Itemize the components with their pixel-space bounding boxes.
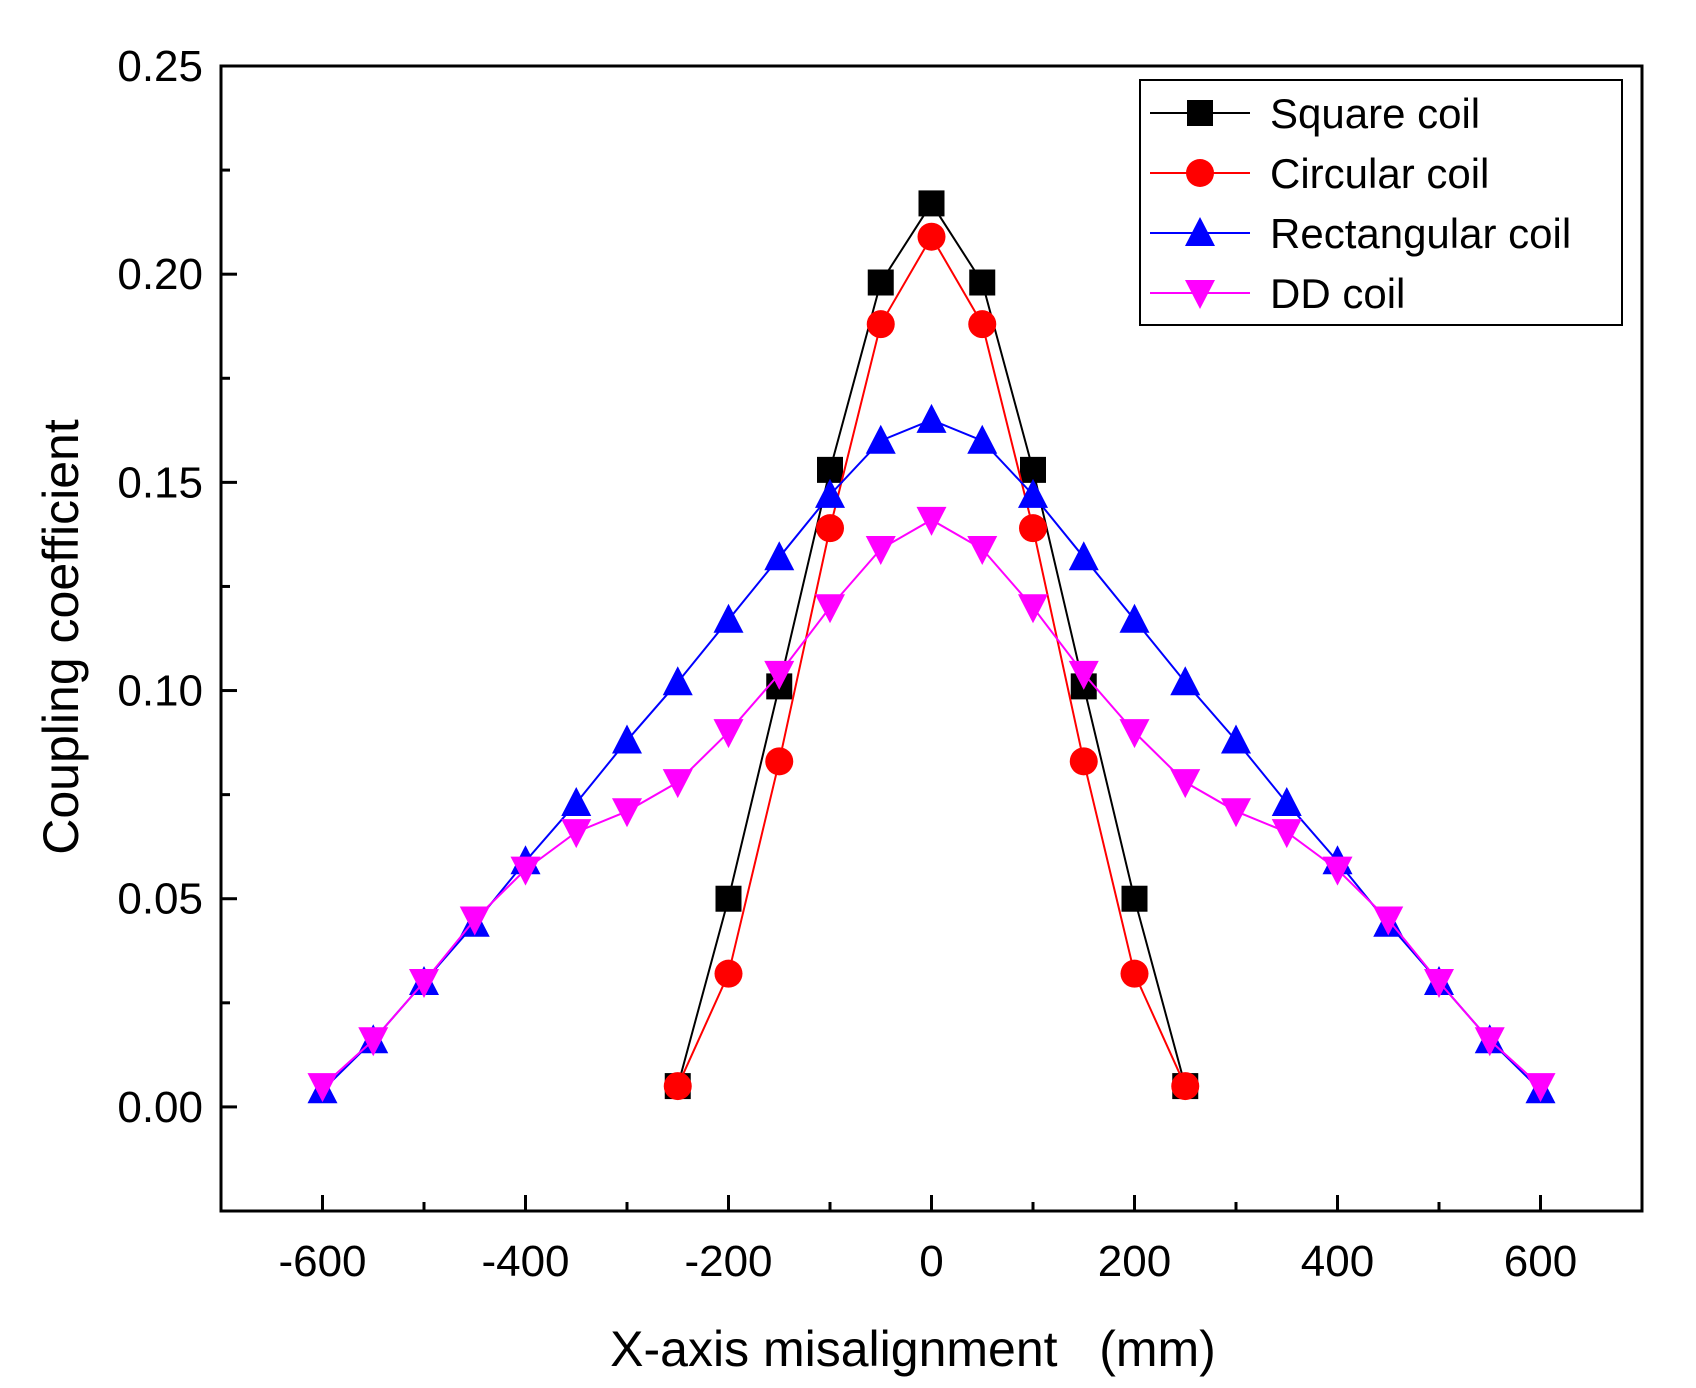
data-point-rectangular-coil [662,666,693,696]
data-point-rectangular-coil [764,541,795,571]
data-point-square-coil [1020,456,1046,483]
data-point-dd-coil [1474,1027,1505,1057]
data-point-circular-coil [917,222,946,251]
y-tick-label: 0.00 [117,1083,203,1132]
y-tick-label: 0.05 [117,875,203,924]
data-point-dd-coil [1170,769,1201,799]
data-point-dd-coil [1525,1073,1556,1103]
data-point-dd-coil [358,1027,389,1057]
data-point-circular-coil [765,747,794,776]
data-point-rectangular-coil [561,786,592,816]
data-point-rectangular-coil [865,424,896,454]
data-point-circular-coil [1120,959,1149,988]
series-dd-coil [307,506,1556,1103]
data-point-dd-coil [713,719,744,749]
series-line-square-coil [676,201,1187,1087]
data-point-dd-coil [1068,660,1099,690]
data-point-rectangular-coil [1119,603,1150,633]
series-line-dd-coil [321,518,1542,1087]
data-point-dd-coil [1424,969,1454,998]
data-point-dd-coil [916,506,947,536]
data-point-square-coil [715,885,742,912]
data-point-dd-coil [510,856,541,886]
y-tick-label: 0.20 [117,250,203,299]
data-point-circular-coil [663,1072,692,1101]
data-point-square-coil [867,269,894,296]
data-point-rectangular-coil [1170,666,1201,696]
data-point-rectangular-coil [1068,541,1099,571]
x-tick-label: 400 [1301,1237,1374,1286]
data-point-square-coil [817,456,843,483]
y-tick-label: 0.15 [117,458,203,507]
data-point-dd-coil [865,535,896,565]
data-point-rectangular-coil [1271,786,1302,816]
x-tick-label: -600 [278,1237,366,1286]
legend-label-circular-coil: Circular coil [1270,150,1489,197]
series-circular-coil [663,222,1200,1101]
series-line-circular-coil [676,234,1187,1087]
data-point-circular-coil [968,310,997,339]
x-tick-label: 0 [919,1237,943,1286]
data-point-rectangular-coil [916,403,947,433]
data-point-dd-coil [1119,719,1150,749]
data-point-dd-coil [1018,594,1048,624]
x-tick-label: -400 [481,1237,569,1286]
legend-marker-rectangular-coil [1185,217,1215,246]
data-point-dd-coil [1221,798,1251,828]
series-square-coil [664,190,1199,1100]
data-point-dd-coil [561,819,592,849]
series-layer [307,190,1556,1104]
legend: Square coil Circular coil Rectangular coil… [1139,79,1623,326]
data-point-dd-coil [662,769,693,799]
y-tick-label: 0.25 [117,42,203,91]
data-point-rectangular-coil [713,603,744,633]
legend-box [1139,79,1623,326]
legend-label-rectangular-coil: Rectangular coil [1270,210,1571,257]
data-point-circular-coil [1019,514,1047,543]
data-point-dd-coil [1322,856,1353,886]
data-point-circular-coil [714,959,743,988]
data-point-rectangular-coil [815,478,845,508]
x-tick-label: -200 [684,1237,772,1286]
data-point-square-coil [969,269,996,296]
data-point-rectangular-coil [1018,478,1048,508]
data-point-rectangular-coil [967,424,998,454]
data-point-square-coil [1121,885,1148,912]
axis-ticks: -600 -400 -200 0 200 400 600 0.00 0.05 0.10 0.15 0.… [117,42,1577,1286]
data-point-circular-coil [816,514,844,543]
legend-label-square-coil: Square coil [1270,90,1480,137]
data-point-square-coil [918,190,945,217]
data-point-dd-coil [307,1073,338,1103]
data-point-dd-coil [967,535,998,565]
legend-marker-circular-coil [1186,159,1214,187]
data-point-dd-coil [764,660,795,690]
legend-marker-dd-coil [1185,280,1215,309]
data-point-dd-coil [459,906,490,936]
y-axis-label: Coupling coefficient [33,419,89,855]
legend-marker-square-coil [1187,100,1213,126]
data-point-rectangular-coil [1221,724,1251,754]
data-point-circular-coil [866,310,895,339]
data-point-dd-coil [1271,819,1302,849]
data-point-circular-coil [1171,1072,1200,1101]
data-point-dd-coil [612,798,642,828]
data-point-rectangular-coil [612,724,642,754]
data-point-dd-coil [1373,906,1404,936]
data-point-dd-coil [815,594,845,624]
x-tick-label: 200 [1098,1237,1171,1286]
x-tick-label: 600 [1504,1237,1577,1286]
x-axis-label: X-axis misalignment (mm) [610,1321,1216,1377]
data-point-circular-coil [1069,747,1098,776]
data-point-dd-coil [409,969,439,998]
y-tick-label: 0.10 [117,667,203,716]
legend-label-dd-coil: DD coil [1270,270,1405,317]
